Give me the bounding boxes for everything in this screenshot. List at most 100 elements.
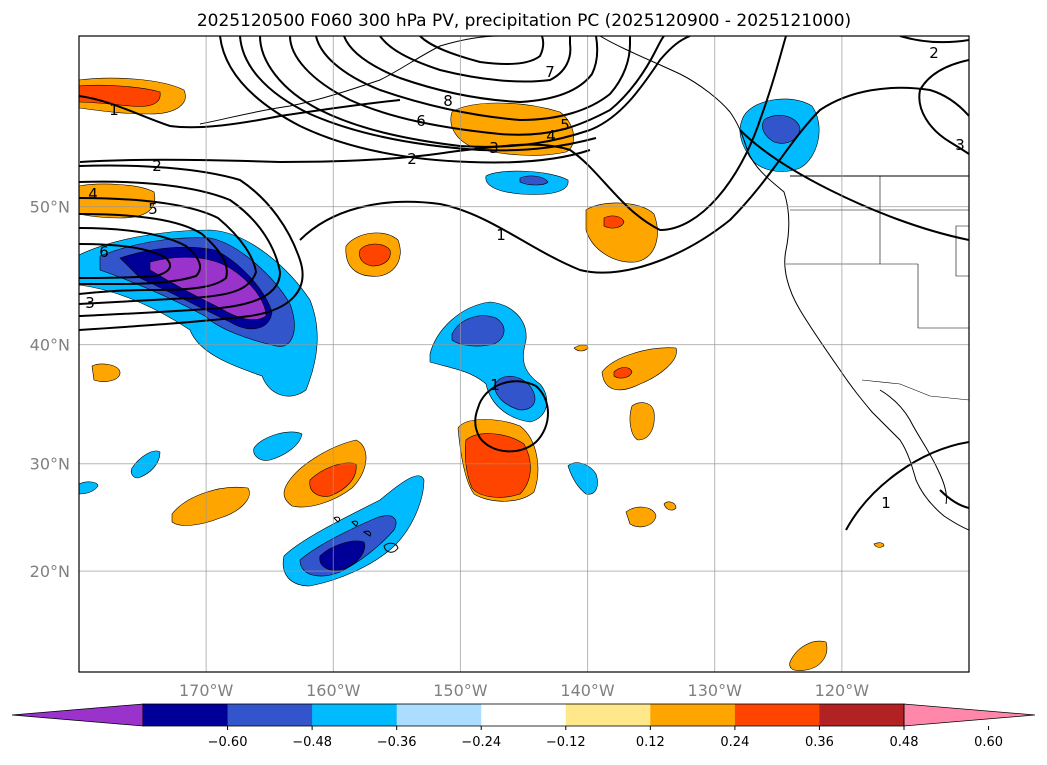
pv-contour-jet-arc: [79, 227, 202, 285]
baja-california: [879, 389, 947, 505]
colorbar-tick-label: −0.36: [377, 735, 417, 750]
colorbar-tick-label: −0.60: [208, 735, 248, 750]
pv-contour-8: [419, 36, 545, 65]
pv-contour-2-right: [899, 36, 969, 44]
pv-contour-ring: [239, 36, 597, 152]
lon-label: 150°W: [433, 681, 488, 700]
pv-contours: [79, 36, 969, 531]
precip-anomaly-moderate-negative: [762, 115, 801, 144]
contour-label: 2: [152, 157, 162, 175]
precip-anomaly-negative: [79, 481, 99, 495]
pv-contour-jet-arc: [79, 180, 282, 317]
west-coast: [747, 151, 969, 531]
latitude-labels: 50°N 40°N 30°N 20°N: [30, 198, 70, 582]
lat-label: 20°N: [30, 562, 70, 581]
pv-contour-labels: 1 2 4 5 6 3 7 8 6 2 3 4 5 1 2 3 1 1: [85, 44, 965, 512]
pv-contour-jet-arc: [79, 243, 172, 279]
pv-contour-jet-arc: [79, 213, 228, 295]
pv-contour-jet-arc: [79, 197, 258, 305]
colorbar-tick-label: −0.48: [292, 735, 332, 750]
pv-contour-coast: [739, 129, 969, 241]
colorbar-segment: [481, 704, 567, 726]
precip-anomaly-positive: [789, 640, 828, 672]
precip-anomaly-positive: [873, 542, 885, 548]
contour-label: 3: [955, 136, 965, 154]
colorbar-segment: [734, 704, 820, 726]
colorbar-tick-label: 0.36: [805, 735, 834, 750]
lat-label: 40°N: [30, 336, 70, 355]
precip-anomaly-strong-positive: [464, 433, 531, 498]
pv-contour-ring: [219, 36, 591, 164]
pv-contour-3-right: [918, 59, 969, 155]
lon-label: 130°W: [688, 681, 743, 700]
precip-anomaly-positive: [663, 501, 677, 511]
colorbar: −0.60 −0.48 −0.36 −0.24 −0.12 0.12 0.24 0.36 0.4…: [11, 703, 1036, 750]
contour-label: 1: [490, 376, 500, 394]
colorbar-segment: [819, 704, 905, 726]
colorbar-tick-label: −0.24: [461, 735, 501, 750]
precip-anomaly-positive: [79, 183, 156, 219]
precip-anomaly-strong-positive: [603, 215, 625, 229]
contour-label: 7: [545, 63, 555, 81]
pv-contour-3: [259, 36, 691, 148]
precip-anomaly-positive: [625, 506, 657, 528]
precip-anomaly-strong-negative: [319, 540, 366, 571]
us-mexico-border: [861, 379, 969, 401]
contour-label: 3: [85, 294, 95, 312]
precip-anomaly-strong-positive: [359, 243, 391, 267]
contour-label: 1: [881, 494, 891, 512]
state-border: [917, 264, 969, 329]
map-frame: [78, 35, 970, 673]
precip-anomaly-positive: [629, 402, 655, 441]
colorbar-segment: [312, 704, 398, 726]
precip-anomaly-negative: [130, 450, 161, 479]
colorbar-segment: [396, 704, 482, 726]
pv-contour-1-south: [845, 441, 969, 531]
alaska-coast: [199, 36, 501, 125]
state-border: [955, 225, 969, 277]
lon-label: 160°W: [306, 681, 361, 700]
precip-anomaly-positive: [601, 347, 677, 391]
lon-label: 120°W: [815, 681, 870, 700]
contour-label: 5: [148, 200, 158, 218]
colorbar-tick-label: 0.60: [974, 735, 1003, 750]
colorbar-extend-max: [903, 703, 1036, 727]
colorbar-tick-label: 0.12: [636, 735, 665, 750]
hawaii-islands: [333, 516, 399, 553]
map-area: 1 2 4 5 6 3 7 8 6 2 3 4 5 1 2 3 1 1: [78, 35, 970, 673]
pv-contour-1-cutoff: [474, 380, 549, 453]
lon-label: 170°W: [179, 681, 234, 700]
precip-anomaly-strong-positive: [613, 367, 633, 379]
colorbar-tick-label: 0.24: [720, 735, 749, 750]
pv-contour-4: [289, 36, 665, 136]
lat-label: 50°N: [30, 198, 70, 217]
pv-contour-1-south-inner: [939, 489, 969, 509]
contour-label: 6: [99, 243, 109, 261]
contour-label: 3: [489, 139, 499, 157]
pv-contour-6: [343, 36, 599, 104]
precip-shading: [79, 77, 885, 672]
pv-contour-7: [379, 36, 572, 83]
contour-label: 4: [546, 127, 556, 145]
pv-contour-1: [299, 86, 969, 274]
contour-label: 5: [560, 116, 570, 134]
colorbar-extend-min: [11, 703, 144, 727]
contour-label: 8: [443, 92, 453, 110]
colorbar-segment: [143, 704, 229, 726]
precip-anomaly-moderate-negative: [493, 375, 536, 411]
precip-anomaly-positive: [171, 486, 250, 526]
colorbar-segment: [227, 704, 313, 726]
gridlines: [79, 36, 969, 672]
precip-anomaly-moderate-negative: [519, 175, 549, 186]
precip-anomaly-positive: [91, 363, 121, 382]
pv-contour-5: [315, 36, 631, 122]
colorbar-frame: [142, 703, 905, 727]
pv-contour-1-main: [79, 95, 401, 129]
longitude-labels: 170°W 160°W 150°W 140°W 130°W 120°W: [179, 681, 869, 700]
coastlines: [199, 36, 969, 553]
colorbar-tick-label: −0.12: [546, 735, 586, 750]
colorbar-tick-label: 0.48: [890, 735, 919, 750]
contour-label: 4: [88, 185, 98, 203]
lon-label: 140°W: [560, 681, 615, 700]
map-title: 2025120500 F060 300 hPa PV, precipitatio…: [197, 11, 851, 31]
